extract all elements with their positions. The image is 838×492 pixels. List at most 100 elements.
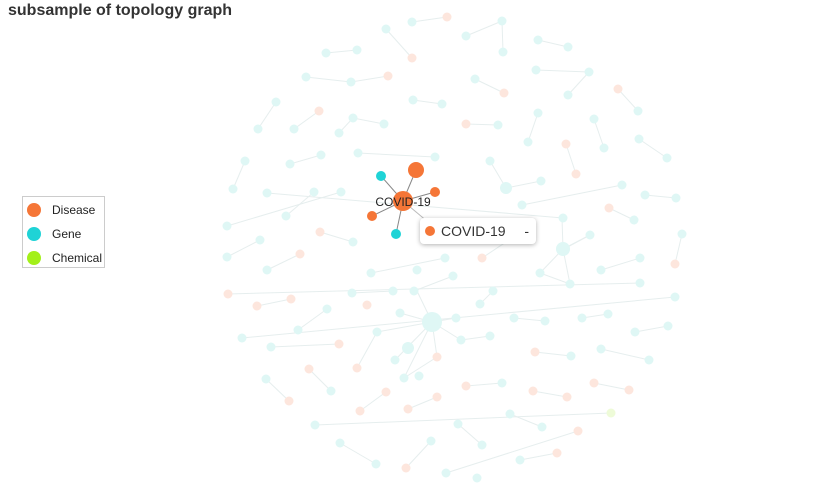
background-node xyxy=(432,392,442,402)
background-edge xyxy=(412,99,443,105)
disease-node[interactable] xyxy=(408,162,424,178)
disease-node[interactable] xyxy=(367,211,377,221)
background-node xyxy=(531,65,541,75)
background-edge xyxy=(351,290,394,294)
background-node xyxy=(314,106,324,116)
background-node xyxy=(437,99,447,109)
background-edge xyxy=(465,123,499,126)
background-node xyxy=(670,259,680,269)
background-node xyxy=(381,387,391,397)
background-node xyxy=(304,364,314,374)
background-edge xyxy=(232,160,246,190)
background-node xyxy=(561,139,571,149)
background-node xyxy=(252,301,262,311)
background-node xyxy=(630,327,640,337)
legend-label-gene: Gene xyxy=(52,227,82,241)
legend-swatch-chemical xyxy=(27,251,41,265)
background-node xyxy=(222,221,232,231)
background-node xyxy=(663,321,673,331)
background-edge xyxy=(293,110,320,130)
background-node xyxy=(613,84,623,94)
background-node xyxy=(388,286,398,296)
legend: Disease Gene Chemical xyxy=(22,196,105,268)
background-node xyxy=(453,419,463,429)
legend-swatch-disease xyxy=(27,203,41,217)
background-edges xyxy=(226,16,683,474)
background-node xyxy=(409,286,419,296)
background-node xyxy=(573,426,583,436)
background-node xyxy=(322,304,332,314)
background-edge xyxy=(266,192,564,219)
background-node xyxy=(634,134,644,144)
background-node xyxy=(372,327,382,337)
background-node xyxy=(295,249,305,259)
background-node xyxy=(281,211,291,221)
background-node xyxy=(640,190,650,200)
background-edge xyxy=(314,412,612,426)
gene-node[interactable] xyxy=(376,171,386,181)
background-node xyxy=(228,184,238,194)
background-node xyxy=(498,47,508,57)
legend-item-gene[interactable]: Gene xyxy=(27,225,81,243)
legend-label-chemical: Chemical xyxy=(52,251,103,265)
tooltip-node-name: COVID-19 xyxy=(441,223,506,239)
background-node xyxy=(585,230,595,240)
background-node xyxy=(315,227,325,237)
background-node xyxy=(530,347,540,357)
background-edge xyxy=(352,117,385,125)
background-node xyxy=(603,309,613,319)
background-hub-node xyxy=(402,342,414,354)
background-node xyxy=(589,378,599,388)
background-node xyxy=(414,371,424,381)
background-node xyxy=(316,150,326,160)
background-node xyxy=(255,235,265,245)
covid-node-label: COVID-19 xyxy=(375,195,431,209)
background-edge xyxy=(227,282,641,295)
background-node xyxy=(293,325,303,335)
tooltip-color-dot xyxy=(425,226,435,236)
background-node xyxy=(426,436,436,446)
background-edge xyxy=(593,382,630,391)
gene-node[interactable] xyxy=(391,229,401,239)
disease-node[interactable] xyxy=(430,187,440,197)
background-node xyxy=(488,286,498,296)
background-edge xyxy=(403,356,438,379)
background-edge xyxy=(600,348,650,361)
background-edge xyxy=(289,154,322,165)
background-edge xyxy=(460,335,491,341)
background-edge xyxy=(532,390,568,398)
background-node xyxy=(390,355,400,365)
background-node xyxy=(253,124,263,134)
background-edge xyxy=(519,452,558,461)
legend-item-disease[interactable]: Disease xyxy=(27,201,95,219)
background-edge xyxy=(297,308,328,331)
background-node xyxy=(472,473,482,483)
background-node xyxy=(461,31,471,41)
background-node xyxy=(604,203,614,213)
background-node xyxy=(671,193,681,203)
background-node xyxy=(403,404,413,414)
chart-title: subsample of topology graph xyxy=(8,2,233,19)
background-node xyxy=(266,342,276,352)
background-edge xyxy=(256,298,292,307)
background-node xyxy=(562,392,572,402)
background-edge xyxy=(407,396,438,410)
background-edge xyxy=(350,75,389,83)
background-node xyxy=(379,119,389,129)
background-node xyxy=(448,271,458,281)
background-node xyxy=(371,459,381,469)
background-edge xyxy=(644,194,677,199)
background-edge xyxy=(270,343,340,348)
legend-item-chemical[interactable]: Chemical xyxy=(27,249,102,267)
background-edge xyxy=(385,28,413,59)
background-node xyxy=(629,215,639,225)
covid-19-node[interactable] xyxy=(393,191,413,211)
background-node xyxy=(670,292,680,302)
background-edge xyxy=(567,71,590,96)
background-node xyxy=(509,313,519,323)
background-node xyxy=(635,253,645,263)
background-hub-node xyxy=(422,312,442,332)
background-edge xyxy=(527,112,539,143)
background-node xyxy=(286,294,296,304)
